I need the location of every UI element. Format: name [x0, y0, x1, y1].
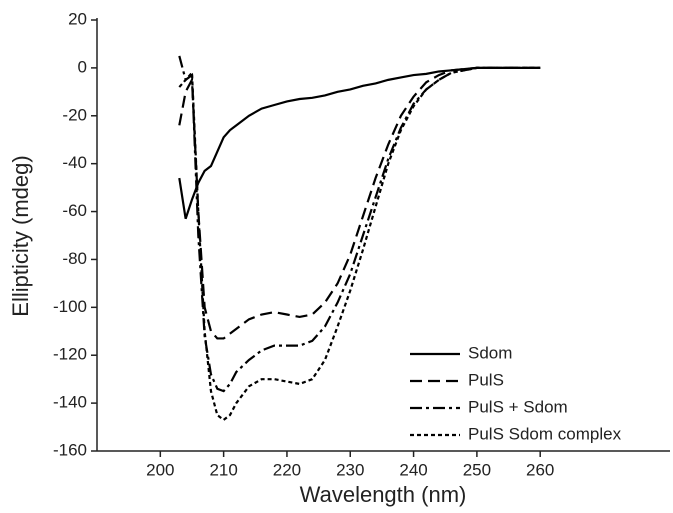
series-line [178, 66, 541, 340]
legend-label: PulS + Sdom [468, 397, 568, 416]
legend-label: Sdom [468, 343, 512, 362]
y-tick-label: 0 [78, 57, 87, 76]
x-tick-label: 260 [526, 460, 554, 479]
x-tick-label: 220 [273, 460, 301, 479]
y-tick-label: -140 [53, 393, 87, 412]
y-tick-label: -100 [53, 297, 87, 316]
y-tick-label: -160 [53, 440, 87, 459]
y-tick-label: -80 [62, 249, 87, 268]
y-tick-label: -60 [62, 201, 87, 220]
y-tick-label: -20 [62, 105, 87, 124]
series-line [178, 66, 541, 220]
x-tick-label: 200 [146, 460, 174, 479]
x-tick-label: 250 [463, 460, 491, 479]
y-tick-label: 20 [68, 9, 87, 28]
x-axis-title: Wavelength (nm) [300, 482, 467, 507]
series-line [178, 66, 541, 422]
x-tick-label: 240 [399, 460, 427, 479]
legend-label: PulS Sdom complex [468, 424, 622, 443]
x-tick-label: 210 [209, 460, 237, 479]
y-axis-title: Ellipticity (mdeg) [8, 155, 33, 316]
legend-label: PulS [468, 370, 504, 389]
y-tick-label: -120 [53, 345, 87, 364]
series-line [178, 55, 541, 393]
y-tick-label: -40 [62, 153, 87, 172]
x-tick-label: 230 [336, 460, 364, 479]
